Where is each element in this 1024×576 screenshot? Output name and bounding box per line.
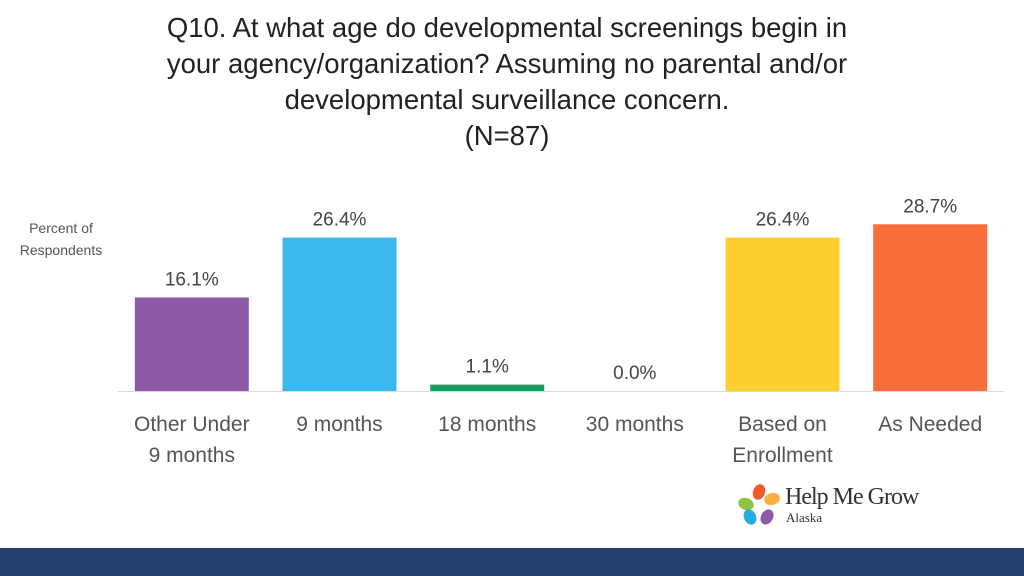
petal-blue-icon bbox=[743, 509, 757, 525]
chart-title-line-3: developmental surveillance concern. bbox=[284, 84, 730, 115]
x-tick-label-line: Enrollment bbox=[732, 444, 833, 467]
chart-title-line-4: (N=87) bbox=[464, 120, 550, 151]
chart-title: Q10. At what age do developmental screen… bbox=[60, 10, 954, 154]
x-tick-label-line: 9 months bbox=[148, 444, 235, 467]
bar-18-months bbox=[430, 384, 545, 391]
x-tick-label-line: 18 months bbox=[438, 413, 537, 436]
x-tick-label-based-on-enrollment: Based on Enrollment bbox=[708, 409, 858, 471]
data-label-based-on-enrollment: 26.4% bbox=[756, 210, 810, 231]
chart-title-line-1: Q10. At what age do developmental screen… bbox=[166, 12, 848, 43]
y-axis-label-line-2: Respondents bbox=[19, 242, 103, 258]
x-tick-label-other-under-9-months: Other Under 9 months bbox=[117, 409, 267, 471]
x-tick-label-30-months: 30 months bbox=[560, 409, 710, 440]
petal-green-icon bbox=[738, 497, 754, 511]
x-tick-label-9-months: 9 months bbox=[265, 409, 415, 440]
y-axis-label: Percent of Respondents bbox=[4, 217, 118, 261]
bars-group bbox=[134, 224, 988, 391]
petal-purple-icon bbox=[760, 509, 774, 525]
data-label-9-months: 26.4% bbox=[313, 210, 367, 231]
data-label-18-months: 1.1% bbox=[466, 357, 509, 378]
data-label-other-under-9-months: 16.1% bbox=[165, 270, 219, 291]
help-me-grow-logo: Help Me Grow Alaska bbox=[737, 482, 937, 528]
logo-subtitle: Alaska bbox=[786, 510, 823, 525]
logo-name: Help Me Grow bbox=[785, 484, 919, 510]
bar-9-months bbox=[282, 237, 397, 391]
y-axis-label-line-1: Percent of bbox=[29, 220, 93, 236]
x-tick-label-line: 30 months bbox=[585, 413, 684, 436]
x-tick-label-as-needed: As Needed bbox=[855, 409, 1005, 440]
data-labels-group: 16.1% 26.4% 1.1% 0.0% 26.4% 28.7% bbox=[165, 196, 957, 384]
x-tick-label-line: 9 months bbox=[296, 413, 383, 436]
flower-logo-icon bbox=[738, 484, 780, 525]
bar-as-needed bbox=[873, 224, 988, 391]
x-tick-label-line: As Needed bbox=[878, 413, 983, 436]
data-label-as-needed: 28.7% bbox=[903, 196, 957, 217]
x-tick-label-line: Other Under bbox=[134, 413, 250, 436]
bar-other-under-9-months bbox=[134, 297, 249, 391]
petal-yellow-icon bbox=[764, 492, 780, 506]
chart-title-line-2: your agency/organization? Assuming no pa… bbox=[166, 48, 848, 79]
petal-orange-icon bbox=[752, 484, 766, 500]
x-tick-label-18-months: 18 months bbox=[412, 409, 562, 440]
bar-based-on-enrollment bbox=[725, 237, 840, 391]
footer-band bbox=[0, 548, 1024, 576]
x-tick-label-line: Based on bbox=[738, 413, 827, 436]
data-label-30-months: 0.0% bbox=[613, 363, 656, 384]
